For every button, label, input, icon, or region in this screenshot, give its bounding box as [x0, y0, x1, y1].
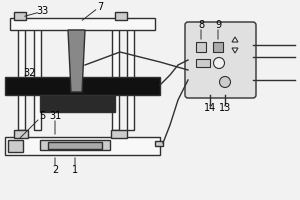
Bar	[14, 130, 28, 138]
Polygon shape	[68, 30, 85, 92]
FancyBboxPatch shape	[185, 22, 256, 98]
Bar	[111, 130, 127, 138]
Bar	[155, 141, 163, 146]
Bar	[115, 12, 127, 20]
Text: 5: 5	[39, 111, 45, 121]
Bar	[48, 142, 102, 149]
Text: 13: 13	[219, 103, 231, 113]
Text: 33: 33	[36, 6, 48, 16]
Circle shape	[220, 76, 230, 88]
Bar	[34, 27, 41, 130]
Bar	[196, 59, 210, 67]
Bar	[10, 18, 155, 30]
Bar	[40, 95, 115, 112]
Bar	[213, 42, 223, 52]
Bar	[5, 77, 160, 95]
Bar	[196, 42, 206, 52]
Text: 1: 1	[72, 165, 78, 175]
Polygon shape	[232, 48, 238, 53]
Bar	[18, 27, 25, 130]
Text: 9: 9	[215, 20, 221, 30]
Text: 2: 2	[52, 165, 58, 175]
Text: 7: 7	[97, 2, 103, 12]
Bar	[8, 140, 23, 152]
Bar	[5, 137, 160, 155]
Bar	[14, 12, 26, 20]
Text: 31: 31	[49, 111, 61, 121]
Text: 8: 8	[198, 20, 204, 30]
Text: 14: 14	[204, 103, 216, 113]
Polygon shape	[232, 37, 238, 42]
Circle shape	[214, 58, 224, 68]
Text: 32: 32	[24, 68, 36, 78]
Bar	[40, 140, 110, 150]
Bar	[112, 27, 119, 130]
Bar	[127, 27, 134, 130]
